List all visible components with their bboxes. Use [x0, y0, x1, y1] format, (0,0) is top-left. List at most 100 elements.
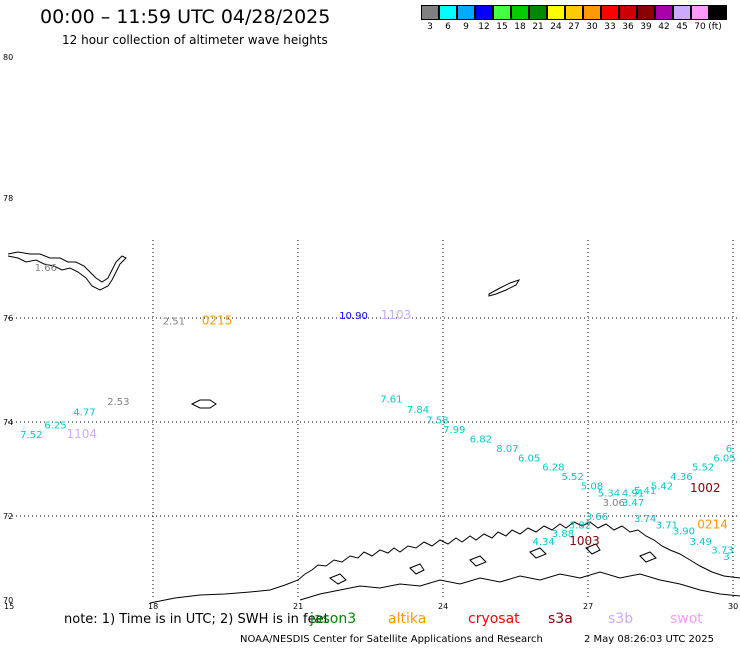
- wave-height-value: 5.08: [581, 481, 603, 492]
- wave-height-value: 4.77: [73, 408, 95, 419]
- y-tick-label: 78: [3, 194, 13, 203]
- legend-swatch: [547, 5, 565, 20]
- pass-time-label: 0215: [202, 314, 233, 328]
- x-tick-label: 21: [293, 602, 303, 611]
- wave-height-value: 7.84: [407, 405, 429, 416]
- wave-height-value: 3.73: [711, 546, 733, 557]
- legend-label: 70: [694, 22, 706, 32]
- wave-height-value: 1.66: [35, 263, 57, 274]
- map-header: 00:00 – 11:59 UTC 04/28/2025 12 hour col…: [0, 0, 740, 52]
- y-tick-label: 70: [3, 596, 13, 605]
- wave-height-value: 3.06: [603, 498, 625, 509]
- legend-label: 36: [622, 22, 634, 32]
- wave-height-value: 6.25: [44, 420, 66, 431]
- legend-swatch: [601, 5, 619, 20]
- coastline: [7, 251, 740, 604]
- legend-swatch: [637, 5, 655, 20]
- legend-label: 12: [478, 22, 490, 32]
- color-legend: 3 6 9 12 15 18 21 24 27 30 33 36 39 42 45 70 (ft): [421, 5, 739, 35]
- y-tick-label: 74: [3, 418, 13, 427]
- footer-note: note: 1) Time is in UTC; 2) SWH is in fe…: [64, 612, 329, 627]
- map-subtitle: 12 hour collection of altimeter wave hei…: [62, 33, 328, 47]
- legend-label: 3: [427, 22, 433, 32]
- satellite-s3a: s3a: [548, 611, 573, 627]
- wave-height-value: 3.82: [569, 520, 591, 531]
- legend-swatch: [439, 5, 457, 20]
- wave-height-value: 4.34: [533, 537, 555, 548]
- legend-swatch: [511, 5, 529, 20]
- legend-label: (ft): [708, 22, 722, 32]
- legend-label: 21: [532, 22, 544, 32]
- wave-height-value: 10.90: [339, 311, 368, 322]
- pass-time-label: 1002: [690, 481, 721, 495]
- wave-height-value: 6.28: [542, 463, 564, 474]
- pass-time-label: 1103: [381, 308, 412, 322]
- wave-height-value: 6.05: [518, 453, 540, 464]
- wave-height-value: 3.71: [656, 520, 678, 531]
- wave-height-value: 3.66: [586, 512, 608, 523]
- satellite-s3b: s3b: [608, 611, 634, 627]
- footer-credit: NOAA/NESDIS Center for Satellite Applica…: [240, 634, 543, 645]
- wave-height-value: 2.51: [163, 317, 185, 328]
- satellite-jason3: jason3: [310, 611, 357, 627]
- wave-height-value: 3.47: [622, 498, 644, 509]
- legend-label: 33: [604, 22, 616, 32]
- legend-swatch: [529, 5, 547, 20]
- legend-label: 27: [568, 22, 580, 32]
- legend-swatch: [565, 5, 583, 20]
- legend-label: 24: [550, 22, 562, 32]
- wave-height-value: 3.90: [673, 527, 695, 538]
- norway-coast: [149, 521, 740, 604]
- wave-height-value: 5.42: [651, 481, 673, 492]
- satellite-swot: swot: [670, 611, 703, 627]
- wave-height-value: 2.53: [107, 397, 129, 408]
- legend-swatch: [475, 5, 493, 20]
- legend-swatch: [691, 5, 709, 20]
- norway-coast-inner: [299, 571, 740, 601]
- wave-height-value: 6: [726, 444, 732, 455]
- legend-label: 9: [463, 22, 469, 32]
- footer-timestamp: 2 May 08:26:03 UTC 2025: [584, 634, 714, 645]
- y-tick-label: 80: [3, 53, 13, 62]
- wave-height-value: 3: [723, 552, 729, 563]
- x-tick-label: 24: [438, 602, 448, 611]
- pass-time-label: 1104: [67, 427, 98, 441]
- wave-height-value: 5.34: [598, 489, 620, 500]
- wave-height-value: 7.52: [20, 430, 42, 441]
- legend-swatch: [583, 5, 601, 20]
- wave-height-value: 3.74: [634, 514, 656, 525]
- wave-height-value: 4.36: [670, 472, 692, 483]
- satellite-cryosat: cryosat: [468, 611, 520, 627]
- y-tick-label: 72: [3, 512, 13, 521]
- map-title: 00:00 – 11:59 UTC 04/28/2025: [40, 6, 331, 28]
- legend-label: 15: [496, 22, 508, 32]
- x-tick-label: 30: [728, 602, 738, 611]
- observations-layer: 1.66 2.51 0215 10.90 1103 2.53 4.77 6.257.52 110…: [20, 263, 735, 563]
- legend-swatch: [493, 5, 511, 20]
- pass-time-label: 1003: [569, 534, 600, 548]
- wave-height-value: 5.52: [562, 472, 584, 483]
- legend-swatch: [619, 5, 637, 20]
- wave-height-value: 7.99: [443, 425, 465, 436]
- legend-swatch: [709, 5, 727, 20]
- legend-label: 39: [640, 22, 652, 32]
- legend-swatches: [421, 5, 727, 20]
- wave-height-value: 7.61: [380, 395, 402, 406]
- wave-height-value: 6.82: [470, 434, 492, 445]
- x-tick-label: 18: [148, 602, 158, 611]
- legend-swatch: [421, 5, 439, 20]
- legend-label: 45: [676, 22, 688, 32]
- legend-label: 42: [658, 22, 670, 32]
- wave-height-value: 8.07: [496, 444, 518, 455]
- svalbard-coast: [7, 251, 127, 291]
- wave-height-value: 3.49: [690, 537, 712, 548]
- satellite-legend: jason3 altika cryosat s3a s3b swot: [300, 611, 740, 629]
- wave-height-value: 7.58: [426, 415, 448, 426]
- x-tick-label: 27: [583, 602, 593, 611]
- wave-height-value: 3.88: [552, 529, 574, 540]
- legend-label: 30: [586, 22, 598, 32]
- wave-height-value: 6.05: [713, 453, 735, 464]
- wave-height-value: 5.41: [634, 486, 656, 497]
